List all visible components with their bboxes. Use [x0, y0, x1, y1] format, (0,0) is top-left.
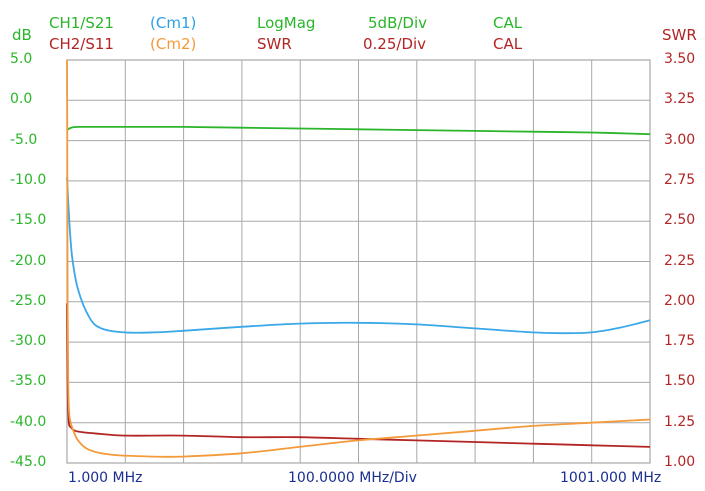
- ch2-format-label: SWR: [257, 35, 292, 53]
- left-tick-label: -5.0: [10, 131, 38, 148]
- left-tick-label: -35.0: [10, 373, 47, 390]
- cm2-label: (Cm2): [150, 35, 197, 53]
- right-axis-unit: SWR: [662, 26, 697, 44]
- left-tick-label: -15.0: [10, 212, 47, 229]
- left-tick-label: -20.0: [10, 252, 47, 269]
- ch2-cal-label: CAL: [493, 35, 523, 53]
- series-ch2-s11-line: [66, 303, 651, 448]
- left-tick-label: -45.0: [10, 454, 47, 470]
- ch2-s11-label: CH2/S11: [49, 35, 114, 53]
- ch1-scale-label: 5dB/Div: [368, 14, 428, 32]
- left-tick-label: 5.0: [10, 51, 33, 67]
- left-tick-label: -25.0: [10, 292, 47, 309]
- series-cm1-line: [66, 176, 651, 335]
- right-tick-label: 2.50: [664, 212, 696, 229]
- right-tick-label: 2.25: [664, 252, 696, 269]
- right-tick-label: 3.00: [664, 131, 696, 148]
- right-tick-label: 2.00: [664, 292, 696, 309]
- right-tick-label: 1.25: [664, 413, 696, 430]
- right-tick-label: 1.50: [664, 373, 696, 390]
- right-tick-label: 1.75: [664, 333, 696, 350]
- ch2-scale-label: 0.25/Div: [363, 35, 427, 53]
- ch1-format-label: LogMag: [257, 14, 316, 32]
- ch1-s21-label: CH1/S21: [49, 14, 114, 32]
- ch1-cal-label: CAL: [493, 14, 523, 32]
- series-cm2-line: [66, 59, 651, 458]
- right-tick-label: 3.25: [664, 91, 696, 108]
- cm1-label: (Cm1): [150, 14, 197, 32]
- left-tick-label: 0.0: [10, 91, 33, 108]
- left-tick-label: -40.0: [10, 413, 47, 430]
- left-tick-label: -10.0: [10, 171, 47, 188]
- right-tick-label: 1.00: [664, 454, 696, 470]
- x-tick-end: 1001.000 MHz: [560, 470, 662, 486]
- left-tick-label: -30.0: [10, 333, 47, 350]
- x-tick-start: 1.000 MHz: [68, 470, 143, 486]
- x-tick-div: 100.0000 MHz/Div: [288, 470, 417, 486]
- right-tick-label: 2.75: [664, 171, 696, 188]
- series-ch1-s21-line: [66, 125, 651, 136]
- left-axis-unit: dB: [12, 26, 32, 44]
- right-tick-label: 3.50: [664, 51, 696, 67]
